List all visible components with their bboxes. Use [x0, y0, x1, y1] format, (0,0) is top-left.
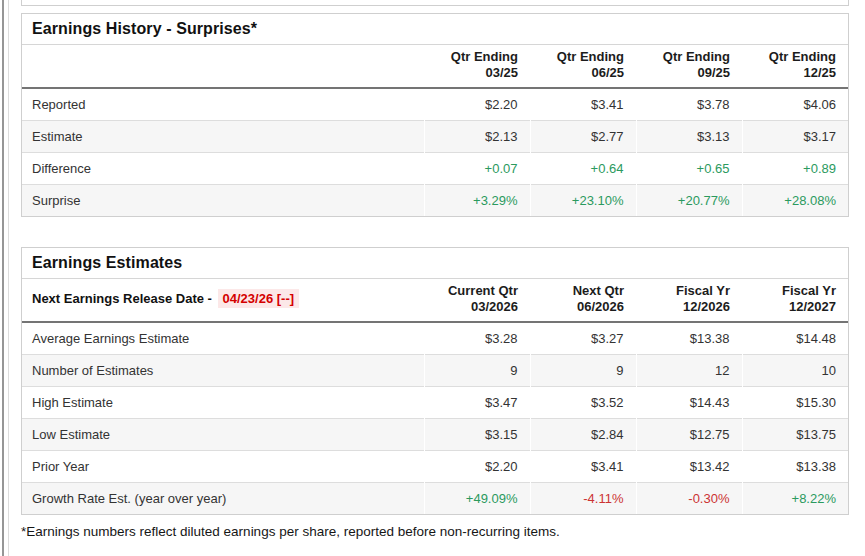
value-cell: $2.77: [530, 120, 636, 152]
row-label: Number of Estimates: [22, 354, 424, 386]
value-cell: $2.20: [424, 450, 530, 482]
row-label: Surprise: [22, 184, 424, 216]
release-date-value: 04/23/26 [--]: [218, 289, 300, 308]
row-label: Growth Rate Est. (year over year): [22, 482, 424, 514]
value-cell: 9: [530, 354, 636, 386]
row-label: Prior Year: [22, 450, 424, 482]
header-spacer: [22, 45, 424, 88]
value-cell: $13.42: [636, 450, 742, 482]
earnings-history-title: Earnings History - Surprises*: [22, 14, 848, 45]
row-label: Low Estimate: [22, 418, 424, 450]
value-cell: -0.30%: [636, 482, 742, 514]
value-cell: $3.17: [742, 120, 848, 152]
value-cell: +49.09%: [424, 482, 530, 514]
earnings-estimates-table: Next Earnings Release Date - 04/23/26 [-…: [22, 279, 848, 514]
cutoff-card-above: [21, 0, 849, 6]
value-cell: $14.48: [742, 322, 848, 355]
table-row-reported: Reported $2.20 $3.41 $3.78 $4.06: [22, 88, 848, 121]
earnings-estimates-title: Earnings Estimates: [22, 248, 848, 279]
table-row-number-of-estimates: Number of Estimates 9 9 12 10: [22, 354, 848, 386]
row-label: Estimate: [22, 120, 424, 152]
table-row-surprise: Surprise +3.29% +23.10% +20.77% +28.08%: [22, 184, 848, 216]
value-cell: 10: [742, 354, 848, 386]
value-cell: +28.08%: [742, 184, 848, 216]
table-row-estimate: Estimate $2.13 $2.77 $3.13 $3.17: [22, 120, 848, 152]
value-cell: $13.38: [742, 450, 848, 482]
value-cell: $3.41: [530, 450, 636, 482]
release-date-label: Next Earnings Release Date -: [32, 291, 212, 306]
estimates-header-row: Next Earnings Release Date - 04/23/26 [-…: [22, 279, 848, 322]
row-label: Difference: [22, 152, 424, 184]
table-row-prior-year: Prior Year $2.20 $3.41 $13.42 $13.38: [22, 450, 848, 482]
value-cell: $2.20: [424, 88, 530, 121]
column-header-next-qtr: Next Qtr06/2026: [530, 279, 636, 322]
value-cell: 12: [636, 354, 742, 386]
value-cell: $15.30: [742, 386, 848, 418]
column-header-q3: Qtr Ending09/25: [636, 45, 742, 88]
table-row-high-estimate: High Estimate $3.47 $3.52 $14.43 $15.30: [22, 386, 848, 418]
value-cell: +0.65: [636, 152, 742, 184]
value-cell: +0.64: [530, 152, 636, 184]
value-cell: $2.13: [424, 120, 530, 152]
value-cell: $3.47: [424, 386, 530, 418]
row-label: High Estimate: [22, 386, 424, 418]
row-label: Average Earnings Estimate: [22, 322, 424, 355]
value-cell: +0.89: [742, 152, 848, 184]
table-row-growth-rate: Growth Rate Est. (year over year) +49.09…: [22, 482, 848, 514]
row-label: Reported: [22, 88, 424, 121]
column-header-fiscal-yr-2: Fiscal Yr12/2027: [742, 279, 848, 322]
value-cell: $4.06: [742, 88, 848, 121]
value-cell: $12.75: [636, 418, 742, 450]
column-header-q2: Qtr Ending06/25: [530, 45, 636, 88]
table-row-average-estimate: Average Earnings Estimate $3.28 $3.27 $1…: [22, 322, 848, 355]
earnings-history-table: Qtr Ending03/25 Qtr Ending06/25 Qtr Endi…: [22, 45, 848, 216]
history-header-row: Qtr Ending03/25 Qtr Ending06/25 Qtr Endi…: [22, 45, 848, 88]
value-cell: 9: [424, 354, 530, 386]
next-earnings-release: Next Earnings Release Date - 04/23/26 [-…: [22, 279, 424, 322]
earnings-estimates-section: Earnings Estimates Next Earnings Release…: [21, 247, 849, 515]
value-cell: $13.75: [742, 418, 848, 450]
value-cell: +8.22%: [742, 482, 848, 514]
viewport-edge-line-2: [8, 0, 9, 556]
value-cell: $3.27: [530, 322, 636, 355]
column-header-fiscal-yr-1: Fiscal Yr12/2026: [636, 279, 742, 322]
value-cell: +23.10%: [530, 184, 636, 216]
earnings-history-section: Earnings History - Surprises* Qtr Ending…: [21, 13, 849, 217]
earnings-footnote: *Earnings numbers reflect diluted earnin…: [21, 524, 560, 539]
value-cell: $2.84: [530, 418, 636, 450]
table-row-low-estimate: Low Estimate $3.15 $2.84 $12.75 $13.75: [22, 418, 848, 450]
column-header-q4: Qtr Ending12/25: [742, 45, 848, 88]
value-cell: $13.38: [636, 322, 742, 355]
viewport-edge-line: [2, 0, 4, 556]
value-cell: $3.41: [530, 88, 636, 121]
table-row-difference: Difference +0.07 +0.64 +0.65 +0.89: [22, 152, 848, 184]
column-header-current-qtr: Current Qtr03/2026: [424, 279, 530, 322]
value-cell: +3.29%: [424, 184, 530, 216]
column-header-q1: Qtr Ending03/25: [424, 45, 530, 88]
value-cell: $3.28: [424, 322, 530, 355]
value-cell: $14.43: [636, 386, 742, 418]
value-cell: $3.15: [424, 418, 530, 450]
value-cell: +20.77%: [636, 184, 742, 216]
value-cell: +0.07: [424, 152, 530, 184]
value-cell: $3.78: [636, 88, 742, 121]
value-cell: $3.13: [636, 120, 742, 152]
value-cell: $3.52: [530, 386, 636, 418]
value-cell: -4.11%: [530, 482, 636, 514]
